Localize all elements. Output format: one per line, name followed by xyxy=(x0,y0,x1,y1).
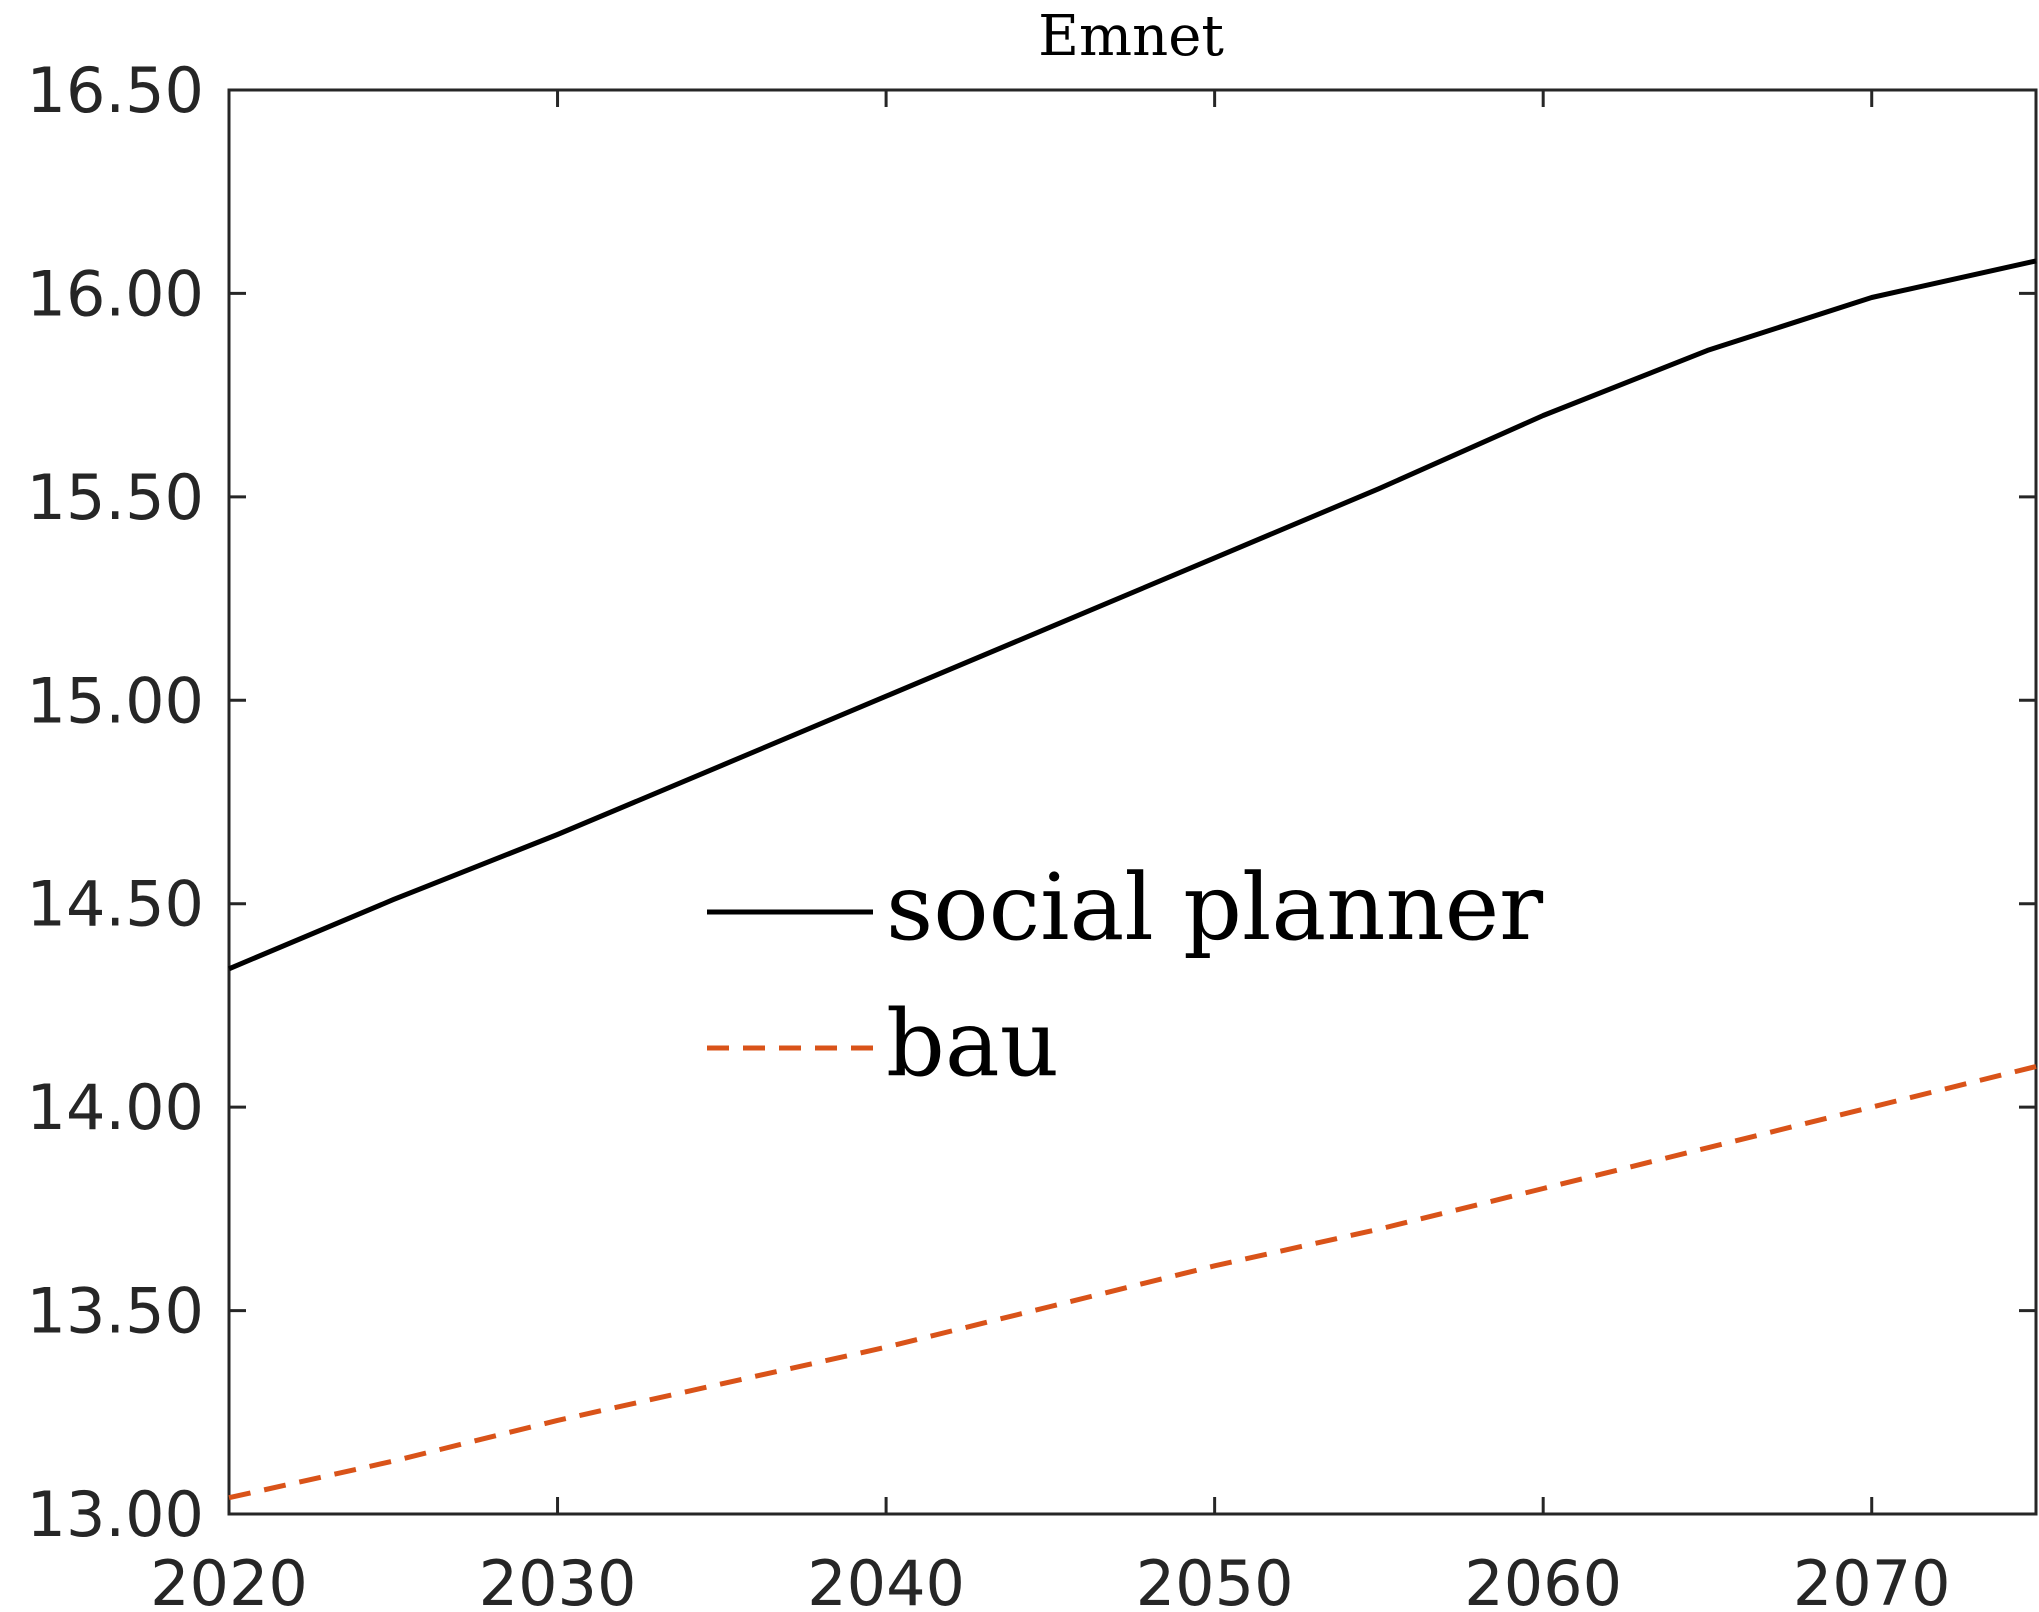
y-tick-label: 16.50 xyxy=(27,54,205,127)
legend-label: social planner xyxy=(886,854,1543,961)
axes-box xyxy=(227,88,2038,1516)
x-tick-label: 2050 xyxy=(1136,1547,1294,1612)
y-tick-label: 13.00 xyxy=(27,1478,205,1551)
x-tick-label: 2040 xyxy=(807,1547,965,1612)
y-tick-label: 16.00 xyxy=(27,257,205,330)
series-line-bau xyxy=(228,1064,2037,1501)
plot-area: 2020 2030 2040 2050 2060 2070 13.00 13.50 14.00 1… xyxy=(27,54,2038,1612)
series-line-social-planner xyxy=(228,258,2037,972)
y-tick-label: 14.00 xyxy=(27,1071,205,1144)
y-tick-label: 15.00 xyxy=(27,664,205,737)
x-tick-label: 2060 xyxy=(1464,1547,1622,1612)
x-tick-label: 2070 xyxy=(1793,1547,1951,1612)
series-lines xyxy=(228,258,2037,1501)
x-tick-label: 2020 xyxy=(150,1547,308,1612)
axis-ticks xyxy=(227,88,2036,1516)
y-tick-label: 15.50 xyxy=(27,461,205,534)
x-tick-label: 2030 xyxy=(479,1547,637,1612)
legend-label: bau xyxy=(886,990,1059,1097)
legend: social planner bau xyxy=(707,854,1543,1097)
axis-tick-labels: 2020 2030 2040 2050 2060 2070 13.00 13.50 14.00 1… xyxy=(27,54,1951,1612)
y-tick-label: 13.50 xyxy=(27,1275,205,1348)
chart-title: Emnet xyxy=(1038,4,1224,69)
y-tick-label: 14.50 xyxy=(27,868,205,941)
